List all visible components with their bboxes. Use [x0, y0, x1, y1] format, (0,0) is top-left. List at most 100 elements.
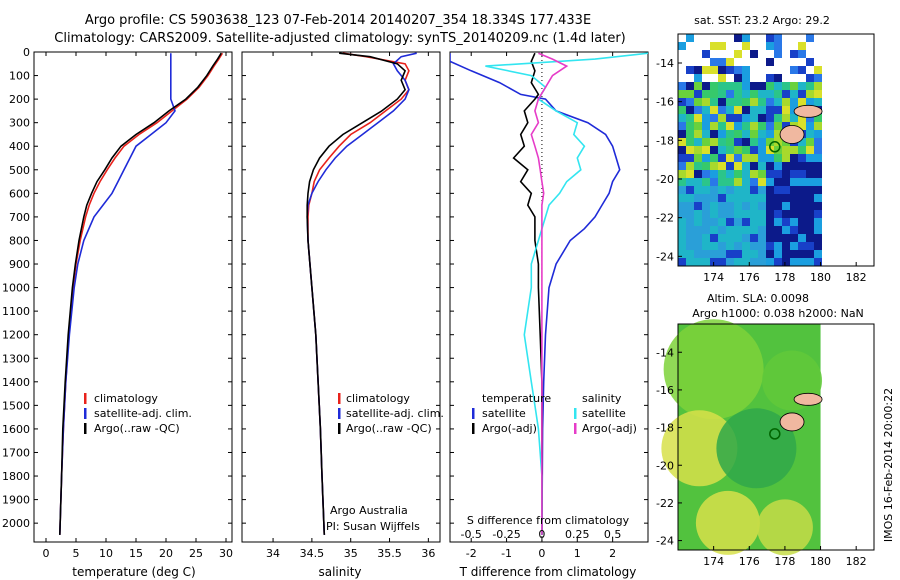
sst-cell	[774, 218, 782, 226]
sst-cell	[814, 186, 822, 194]
sst-cell	[806, 162, 814, 170]
sst-cell	[726, 106, 734, 114]
sst-cell	[758, 146, 766, 154]
sst-cell	[694, 250, 702, 258]
sst-cell	[710, 122, 718, 130]
sst-cell	[766, 74, 774, 82]
sst-cell	[766, 154, 774, 162]
sst-cell	[678, 90, 686, 98]
sst-cell	[782, 162, 790, 170]
sst-cell	[758, 258, 766, 266]
sst-cell	[814, 242, 822, 250]
difference-xlabel: T difference from climatology	[459, 565, 637, 579]
y-tick-label: 1700	[2, 446, 30, 459]
sst-cell	[814, 146, 822, 154]
y-tick-label: 200	[9, 93, 30, 106]
sst-cell	[806, 242, 814, 250]
sst-cell	[686, 226, 694, 234]
legend-label-climatology: climatology	[346, 392, 410, 405]
sst-cell	[686, 234, 694, 242]
sst-cell	[774, 130, 782, 138]
sst-cell	[806, 170, 814, 178]
sst-cell	[766, 186, 774, 194]
sst-cell	[782, 154, 790, 162]
sst-cell	[678, 202, 686, 210]
sst-cell	[742, 218, 750, 226]
sst-cell	[806, 82, 814, 90]
salinity-xlabel: salinity	[318, 565, 361, 579]
s-tick-label: 0.5	[604, 528, 622, 541]
sst-cell	[814, 82, 822, 90]
sst-cell	[750, 130, 758, 138]
sst-cell	[694, 98, 702, 106]
sst-cell	[742, 258, 750, 266]
sst-cell	[734, 210, 742, 218]
sst-cell	[686, 178, 694, 186]
sst-cell	[694, 194, 702, 202]
sst-cell	[806, 202, 814, 210]
x-tick-label: 34.5	[300, 547, 325, 560]
sst-cell	[774, 258, 782, 266]
sst-cell	[790, 202, 798, 210]
sst-cell	[678, 82, 686, 90]
sst-cell	[694, 186, 702, 194]
sst-cell	[798, 242, 806, 250]
x-tick-label: 176	[739, 271, 760, 284]
x-tick-label: 2	[609, 547, 616, 560]
sst-cell	[758, 130, 766, 138]
sst-cell	[678, 146, 686, 154]
sst-cell	[678, 186, 686, 194]
sst-cell	[718, 122, 726, 130]
sst-cell	[766, 234, 774, 242]
series-line-t-satellite	[450, 53, 621, 535]
sst-cell	[734, 242, 742, 250]
sst-cell	[790, 226, 798, 234]
series-line-climatology	[59, 52, 224, 535]
sst-cell	[678, 250, 686, 258]
s-tick-label: -0.5	[460, 528, 481, 541]
sst-cell	[678, 242, 686, 250]
sst-cell	[798, 50, 806, 58]
sst-cell	[766, 258, 774, 266]
sst-cell	[798, 66, 806, 74]
sst-cell	[718, 66, 726, 74]
sst-cell	[814, 194, 822, 202]
sst-cell	[814, 210, 822, 218]
sst-cell	[718, 82, 726, 90]
sst-cell	[686, 106, 694, 114]
x-tick-label: -1	[501, 547, 512, 560]
sst-cell	[798, 170, 806, 178]
sst-cell	[710, 114, 718, 122]
sla-blob	[716, 408, 797, 489]
sst-cell	[758, 122, 766, 130]
sst-cell	[774, 98, 782, 106]
sst-cell	[766, 114, 774, 122]
sst-cell	[686, 90, 694, 98]
sst-cell	[742, 90, 750, 98]
legend-label-t-satellite: satellite	[482, 407, 526, 420]
sst-cell	[814, 226, 822, 234]
sst-cell	[702, 242, 710, 250]
difference-plot: -2 -1 0 1 2 -0.5 -0.25 0 0.25 0.5	[450, 51, 648, 560]
sst-cell	[766, 42, 774, 50]
sst-cell	[718, 106, 726, 114]
x-tick-label: -2	[466, 547, 477, 560]
sst-cell	[710, 170, 718, 178]
sst-cell	[678, 234, 686, 242]
sst-cell	[758, 114, 766, 122]
sst-cell	[806, 74, 814, 82]
sst-cell	[758, 138, 766, 146]
legend-label-s-argo: Argo(-adj)	[582, 422, 637, 435]
sst-cell	[766, 178, 774, 186]
sst-cell	[718, 258, 726, 266]
sst-cell	[726, 170, 734, 178]
sla-blob	[756, 499, 813, 556]
x-tick-label: 182	[846, 271, 867, 284]
sst-cell	[750, 250, 758, 258]
sst-cell	[678, 170, 686, 178]
y-tick-label: 400	[9, 140, 30, 153]
y-tick-label: 1800	[2, 470, 30, 483]
sst-cell	[718, 210, 726, 218]
sst-cell	[798, 186, 806, 194]
